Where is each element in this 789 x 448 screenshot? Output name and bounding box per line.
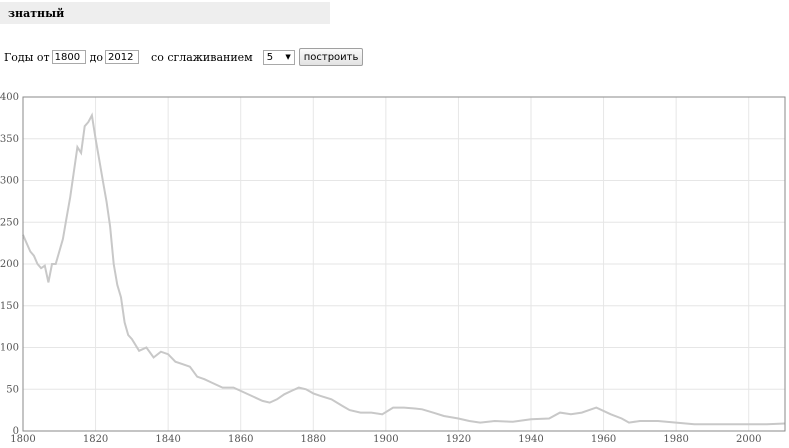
smoothing-select[interactable]: 5 ▼ bbox=[262, 49, 295, 65]
chevron-down-icon: ▼ bbox=[285, 53, 291, 61]
word-header: знатный bbox=[0, 2, 330, 24]
y-tick-label: 200 bbox=[0, 259, 19, 270]
query-controls: Годы от до со сглаживанием 5 ▼ построить bbox=[4, 48, 364, 66]
x-tick-label: 1880 bbox=[301, 434, 326, 445]
frequency-chart: 0 50 100 150 200 250 300 350 400 1800 1820 1840 186… bbox=[0, 92, 786, 445]
y-tick-label: 150 bbox=[0, 301, 19, 312]
x-tick-label: 1980 bbox=[663, 434, 688, 445]
x-tick-label: 1940 bbox=[518, 434, 543, 445]
y-tick-label: 50 bbox=[6, 384, 19, 395]
x-tick-label: 1800 bbox=[10, 434, 35, 445]
x-tick-label: 1840 bbox=[155, 434, 180, 445]
y-tick-label: 0 bbox=[13, 426, 19, 437]
x-axis-ticks: 1800 1820 1840 1860 1880 1900 1920 1940 1960 1980… bbox=[10, 434, 761, 445]
x-tick-label: 1820 bbox=[83, 434, 108, 445]
y-tick-label: 400 bbox=[0, 92, 19, 103]
x-tick-label: 1920 bbox=[446, 434, 471, 445]
series-line bbox=[22, 112, 786, 426]
y-tick-label: 250 bbox=[0, 217, 19, 228]
build-button[interactable]: построить bbox=[298, 48, 364, 66]
smoothing-value: 5 bbox=[266, 51, 274, 63]
x-tick-label: 1960 bbox=[591, 434, 616, 445]
y-tick-label: 300 bbox=[0, 176, 19, 187]
y-tick-label: 100 bbox=[0, 343, 19, 354]
y-axis-ticks: 0 50 100 150 200 250 300 350 400 bbox=[0, 92, 19, 437]
x-tick-label: 1900 bbox=[373, 434, 398, 445]
word-title: знатный bbox=[8, 7, 65, 20]
year-to-input[interactable] bbox=[105, 50, 140, 64]
x-tick-label: 1860 bbox=[228, 434, 253, 445]
chart-grid bbox=[22, 96, 785, 432]
years-to-label: до bbox=[89, 50, 104, 64]
x-tick-label: 2000 bbox=[736, 434, 761, 445]
years-from-label: Годы от bbox=[4, 50, 50, 64]
plot-frame bbox=[22, 96, 786, 432]
smoothing-label: со сглаживанием bbox=[151, 50, 253, 64]
year-from-input[interactable] bbox=[51, 50, 86, 64]
y-tick-label: 350 bbox=[0, 134, 19, 145]
